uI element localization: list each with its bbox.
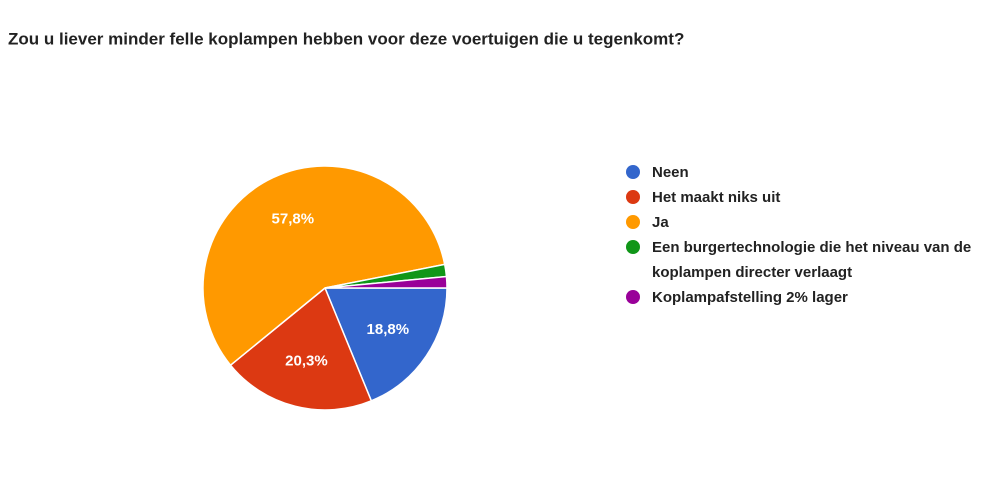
pie-slice <box>229 286 373 411</box>
legend-swatch <box>626 165 640 179</box>
legend-label: Neen <box>652 164 689 181</box>
pie-slice <box>324 275 448 289</box>
legend-label: Een burgertechnologie die het niveau van… <box>652 239 972 281</box>
legend-item: Ja <box>626 210 996 235</box>
legend-item: Koplampafstelling 2% lager <box>626 285 996 310</box>
chart-title: Zou u liever minder felle koplampen hebb… <box>8 29 684 48</box>
legend-item: Neen <box>626 160 996 185</box>
legend-swatch <box>626 190 640 204</box>
legend-swatch <box>626 215 640 229</box>
pie-slice <box>323 287 448 402</box>
legend-item: Een burgertechnologie die het niveau van… <box>626 235 996 285</box>
pie-slice <box>202 165 446 367</box>
legend-label: Ja <box>652 214 669 231</box>
legend-label: Koplampafstelling 2% lager <box>652 289 848 306</box>
legend-swatch <box>626 290 640 304</box>
slice-label: 57,8% <box>272 211 315 228</box>
legend-item: Het maakt niks uit <box>626 185 996 210</box>
slice-label: 20,3% <box>285 352 328 369</box>
legend: Neen Het maakt niks uit Ja Een burgertechno… <box>626 160 996 310</box>
legend-label: Het maakt niks uit <box>652 189 781 206</box>
slice-label: 18,8% <box>367 321 410 338</box>
legend-swatch <box>626 240 640 254</box>
